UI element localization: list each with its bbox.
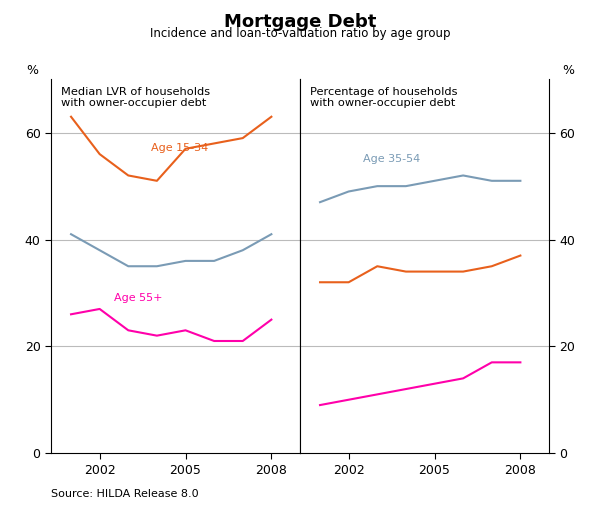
Text: Age 35-54: Age 35-54 [363,154,420,164]
Text: Incidence and loan-to-valuation ratio by age group: Incidence and loan-to-valuation ratio by… [150,27,450,39]
Text: Percentage of households
with owner-occupier debt: Percentage of households with owner-occu… [310,87,457,109]
Text: %: % [26,65,38,77]
Text: Age 55+: Age 55+ [114,293,163,303]
Text: Age 15-34: Age 15-34 [151,143,208,154]
Text: %: % [562,65,574,77]
Text: Median LVR of households
with owner-occupier debt: Median LVR of households with owner-occu… [61,87,210,109]
Text: Mortgage Debt: Mortgage Debt [224,13,376,31]
Text: Source: HILDA Release 8.0: Source: HILDA Release 8.0 [51,489,199,499]
